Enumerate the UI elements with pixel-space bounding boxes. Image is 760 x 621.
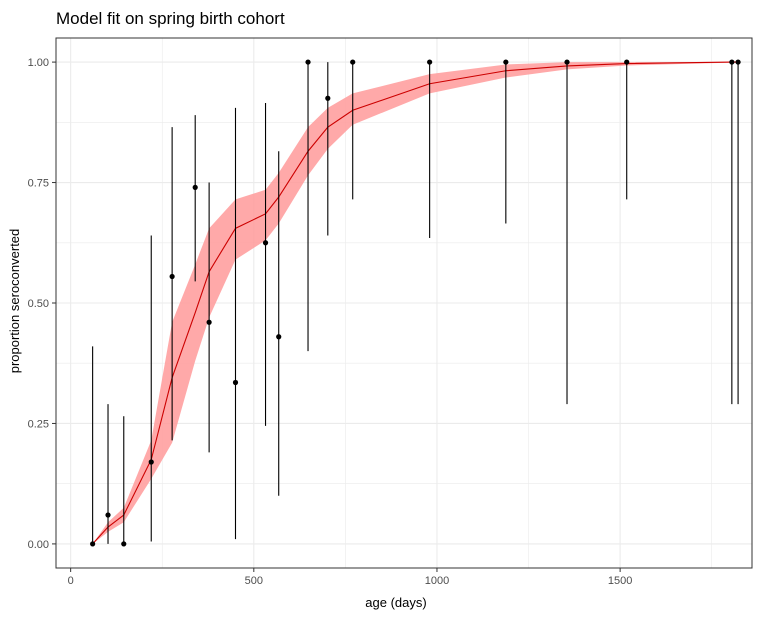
data-point [325, 95, 331, 101]
y-tick-label: 0.25 [28, 418, 49, 430]
error-bar-layer [92, 62, 739, 544]
y-tick-label: 0.50 [28, 298, 49, 310]
data-point-layer [90, 59, 741, 547]
y-axis-ticks: 0.00 0.25 0.50 0.75 1.00 [28, 57, 56, 551]
x-tick-label: 1000 [425, 575, 449, 587]
data-point [148, 459, 154, 465]
y-tick-label: 0.00 [28, 539, 49, 551]
data-point [276, 334, 282, 340]
x-axis-label: age (days) [365, 595, 426, 610]
x-tick-label: 1500 [608, 575, 632, 587]
data-point [624, 59, 630, 65]
x-axis-ticks: 0 500 1000 1500 [68, 568, 632, 587]
x-tick-label: 500 [245, 575, 263, 587]
data-point [350, 59, 356, 65]
x-tick-label: 0 [68, 575, 74, 587]
y-tick-label: 1.00 [28, 57, 49, 69]
data-point [169, 273, 175, 280]
y-tick-label: 0.75 [28, 178, 49, 190]
chart-title: Model fit on spring birth cohort [56, 9, 285, 28]
data-point [192, 184, 198, 190]
data-point [90, 541, 96, 547]
data-point [735, 59, 741, 65]
data-point [503, 59, 509, 65]
data-point [206, 319, 212, 325]
y-axis-label: proportion seroconverted [7, 229, 22, 374]
data-point [305, 59, 311, 65]
grid-major-lines [56, 38, 752, 568]
data-point [121, 541, 127, 547]
data-point [262, 240, 269, 246]
data-point [105, 512, 111, 518]
data-point [564, 59, 570, 65]
data-point [232, 379, 239, 386]
data-point [729, 59, 735, 65]
data-point [427, 59, 433, 65]
